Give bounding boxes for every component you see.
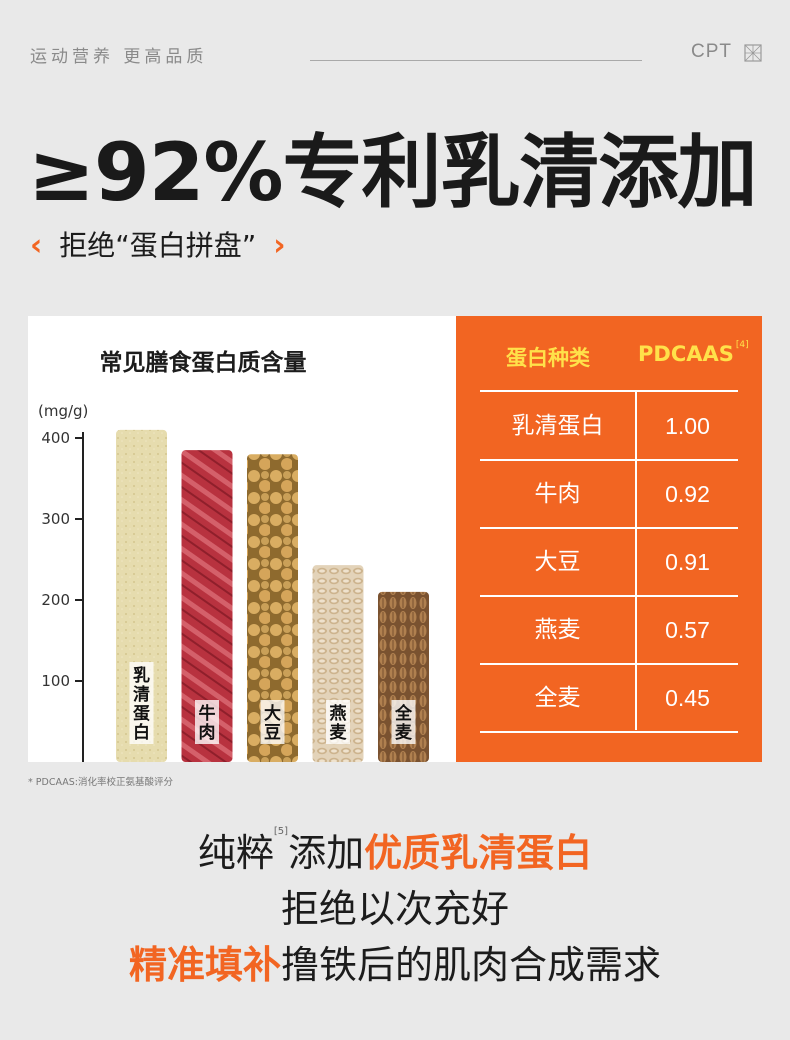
- table-row-divider: [480, 663, 738, 665]
- brand-logo-icon: [744, 44, 762, 62]
- bar-label: 全麦: [394, 703, 413, 743]
- table-cell-pdcaas-value: 1.00: [665, 413, 710, 439]
- table-cell-protein-type: 牛肉: [534, 481, 581, 507]
- divider-line: [310, 60, 642, 61]
- closing-line-3: 精准填补撸铁后的肌肉合成需求: [0, 934, 790, 989]
- table-cell-protein-type: 全麦: [534, 685, 581, 711]
- bar: [378, 591, 429, 762]
- closing-line-1-highlight: 优质乳清蛋白: [364, 831, 593, 875]
- pdcaas-table: 蛋白种类 PDCAAS [4] 乳清蛋白 1.00 牛肉 0.92 大豆 0.91 燕麦 0.5…: [456, 316, 762, 762]
- y-tick-label: 400: [41, 429, 70, 447]
- subheadline: ‹ 拒绝“蛋白拼盘” ›: [30, 224, 286, 264]
- table-cell-pdcaas-value: 0.57: [665, 617, 710, 643]
- brand-name: CPT: [691, 41, 732, 62]
- bar-label-background: [195, 700, 219, 744]
- table-header-protein-type: 蛋白种类: [506, 346, 590, 370]
- closing-line-1: 纯粹[5]添加优质乳清蛋白: [0, 822, 790, 877]
- y-tick-label: 200: [41, 591, 70, 609]
- tagline: 运动营养 更高品质: [30, 47, 208, 67]
- table-row-divider: [480, 459, 738, 461]
- bar-label-background: [260, 700, 285, 744]
- table-cell-pdcaas-value: 0.45: [665, 685, 710, 711]
- closing-line-3-highlight: 精准填补: [128, 943, 281, 987]
- bar-label: 牛肉: [199, 703, 216, 743]
- bar-label: 燕麦: [330, 703, 348, 743]
- table-column-divider: [635, 390, 637, 730]
- bar-group: 全麦: [378, 591, 429, 762]
- bar-label: 乳清蛋白: [133, 665, 150, 743]
- table-header-pdcaas: PDCAAS [4]: [638, 340, 749, 366]
- bar-group: 大豆: [247, 454, 298, 762]
- bar-label-background: [129, 662, 154, 744]
- table-cell-pdcaas-value: 0.92: [665, 481, 710, 507]
- table-row-divider: [480, 595, 738, 597]
- bar: [312, 565, 364, 762]
- table-row-divider: [480, 731, 738, 733]
- protein-content-chart: 常见膳食蛋白质含量 (mg/g) 400 300 200 100 乳清蛋白 牛肉 大豆 燕麦…: [28, 316, 456, 762]
- bar-label: 大豆: [264, 703, 281, 743]
- headline: ≥92%专利乳清添加: [28, 126, 758, 219]
- closing-reference-mark: [5]: [273, 826, 289, 837]
- bar-label-background: [326, 700, 350, 744]
- chart-title: 常见膳食蛋白质含量: [100, 349, 307, 376]
- close-bracket-icon: ›: [273, 228, 286, 263]
- subheadline-text: 拒绝“蛋白拼盘”: [59, 229, 257, 262]
- bar: [116, 429, 167, 762]
- table-cell-protein-type: 乳清蛋白: [511, 413, 604, 439]
- y-axis-unit-label: (mg/g): [38, 402, 88, 420]
- table-cell-protein-type: 大豆: [534, 549, 581, 575]
- y-tick-label: 300: [41, 510, 70, 528]
- open-bracket-icon: ‹: [30, 228, 43, 263]
- closing-line-1-a: 纯粹: [197, 831, 274, 875]
- bar-label-background: [391, 700, 416, 744]
- y-tick-label: 100: [41, 672, 70, 690]
- table-row-divider: [480, 527, 738, 529]
- table-cell-pdcaas-value: 0.91: [665, 549, 710, 575]
- table-cell-protein-type: 燕麦: [534, 617, 581, 643]
- closing-line-1-b: 添加: [288, 831, 365, 875]
- bar-group: 牛肉: [181, 450, 233, 762]
- bar: [247, 454, 298, 762]
- bar-group: 乳清蛋白: [116, 429, 167, 762]
- reference-mark: [4]: [735, 340, 749, 350]
- closing-line-2: 拒绝以次充好: [280, 887, 509, 931]
- footnote: * PDCAAS:消化率校正氨基酸评分: [28, 777, 173, 788]
- closing-line-3-rest: 撸铁后的肌肉合成需求: [281, 943, 662, 987]
- pdcaas-label: PDCAAS: [638, 342, 734, 366]
- top-bar: 运动营养 更高品质 CPT: [30, 40, 762, 68]
- bar-group: 燕麦: [312, 565, 364, 762]
- bar: [181, 450, 233, 762]
- chart-svg: 常见膳食蛋白质含量 (mg/g) 400 300 200 100 乳清蛋白 牛肉 大豆 燕麦…: [38, 349, 429, 762]
- table-row-divider: [480, 390, 738, 392]
